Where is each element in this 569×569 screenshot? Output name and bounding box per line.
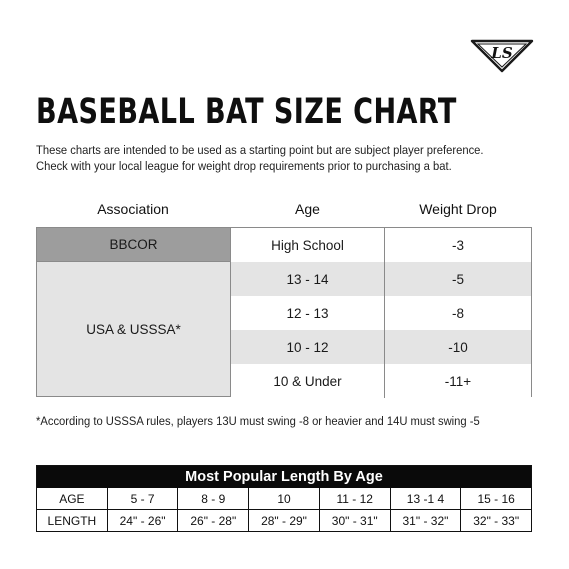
length-table-title: Most Popular Length By Age	[37, 466, 531, 488]
age-cell: 13 - 14	[231, 262, 385, 296]
length-by-age-table: Most Popular Length By Age AGE 5 - 7 8 -…	[36, 465, 532, 532]
age-row: AGE 5 - 7 8 - 9 10 11 - 12 13 -1 4 15 - …	[37, 488, 531, 509]
association-bbcor: BBCOR	[37, 228, 231, 262]
length-cell: 31" - 32"	[389, 510, 461, 531]
age-cell: 11 - 12	[318, 488, 390, 509]
weight-drop-table: BBCOR High School -3 USA & USSSA* 13 - 1…	[36, 227, 532, 398]
length-row: LENGTH 24" - 26" 26" - 28" 28" - 29" 30"…	[37, 509, 531, 531]
age-cell: High School	[231, 228, 385, 262]
table-row: 13 - 14 -5	[231, 262, 531, 297]
length-cell: 28" - 29"	[248, 510, 319, 531]
weight-drop-cell: -11+	[444, 373, 472, 389]
age-row-label: AGE	[59, 491, 85, 506]
intro-text: These charts are intended to be used as …	[36, 142, 514, 174]
intro-line-1: These charts are intended to be used as …	[36, 143, 484, 157]
weight-drop-cell: -10	[448, 339, 468, 355]
age-cell: 5 - 7	[106, 488, 178, 509]
length-cell: 24" - 26"	[106, 510, 178, 531]
logo-monogram: LS	[490, 44, 513, 62]
table-row: 10 & Under -11+	[231, 364, 531, 398]
table-row: High School -3	[231, 228, 531, 263]
length-cell: 26" - 28"	[177, 510, 248, 531]
page-title: BASEBALL BAT SIZE CHART	[36, 92, 457, 132]
age-cell: 12 - 13	[231, 296, 385, 330]
age-cell: 10 & Under	[231, 364, 385, 398]
louisville-slugger-logo: LS	[470, 39, 534, 73]
length-row-label: LENGTH	[47, 513, 97, 528]
age-cell: 8 - 9	[177, 488, 248, 509]
length-cell: 30" - 31"	[318, 510, 390, 531]
header-weight-drop: Weight Drop	[419, 201, 497, 217]
length-cell: 32" - 33"	[460, 510, 531, 531]
age-cell: 10	[248, 488, 319, 509]
weight-drop-cell: -5	[451, 271, 464, 287]
usssa-footnote: *According to USSSA rules, players 13U m…	[36, 414, 480, 428]
weight-drop-cell: -8	[451, 305, 464, 321]
header-association: Association	[97, 201, 169, 217]
table-row: 10 - 12 -10	[231, 330, 531, 365]
age-cell: 15 - 16	[460, 488, 531, 509]
association-usa-usssa: USA & USSSA*	[37, 262, 231, 396]
age-cell: 10 - 12	[231, 330, 385, 364]
header-age: Age	[295, 201, 320, 217]
table-row: 12 - 13 -8	[231, 296, 531, 331]
weight-drop-cell: -3	[451, 237, 464, 253]
age-cell: 13 -1 4	[389, 488, 461, 509]
intro-line-2: Check with your local league for weight …	[36, 159, 452, 173]
